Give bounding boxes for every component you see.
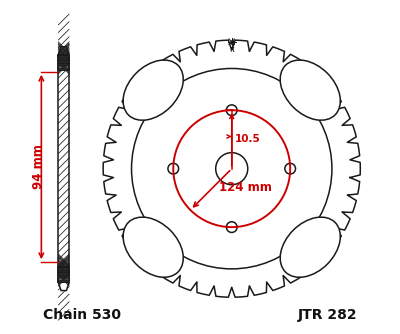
- Polygon shape: [58, 47, 69, 55]
- Bar: [58, 267, 69, 282]
- Circle shape: [132, 68, 332, 269]
- Polygon shape: [103, 40, 360, 297]
- Bar: [58, 55, 69, 282]
- Text: 124 mm: 124 mm: [219, 181, 272, 193]
- Circle shape: [226, 222, 237, 232]
- Text: 10.5: 10.5: [235, 135, 261, 144]
- Ellipse shape: [123, 60, 183, 120]
- Text: 94 mm: 94 mm: [32, 145, 44, 189]
- Polygon shape: [58, 282, 69, 291]
- Circle shape: [216, 153, 248, 185]
- Ellipse shape: [280, 217, 340, 277]
- Ellipse shape: [123, 217, 183, 277]
- Circle shape: [285, 163, 296, 174]
- Text: Chain 530: Chain 530: [43, 308, 121, 322]
- Circle shape: [226, 105, 237, 116]
- Text: π: π: [230, 45, 234, 53]
- Bar: [58, 55, 69, 70]
- Circle shape: [168, 163, 179, 174]
- Ellipse shape: [280, 60, 340, 120]
- Text: JTR 282: JTR 282: [297, 308, 357, 322]
